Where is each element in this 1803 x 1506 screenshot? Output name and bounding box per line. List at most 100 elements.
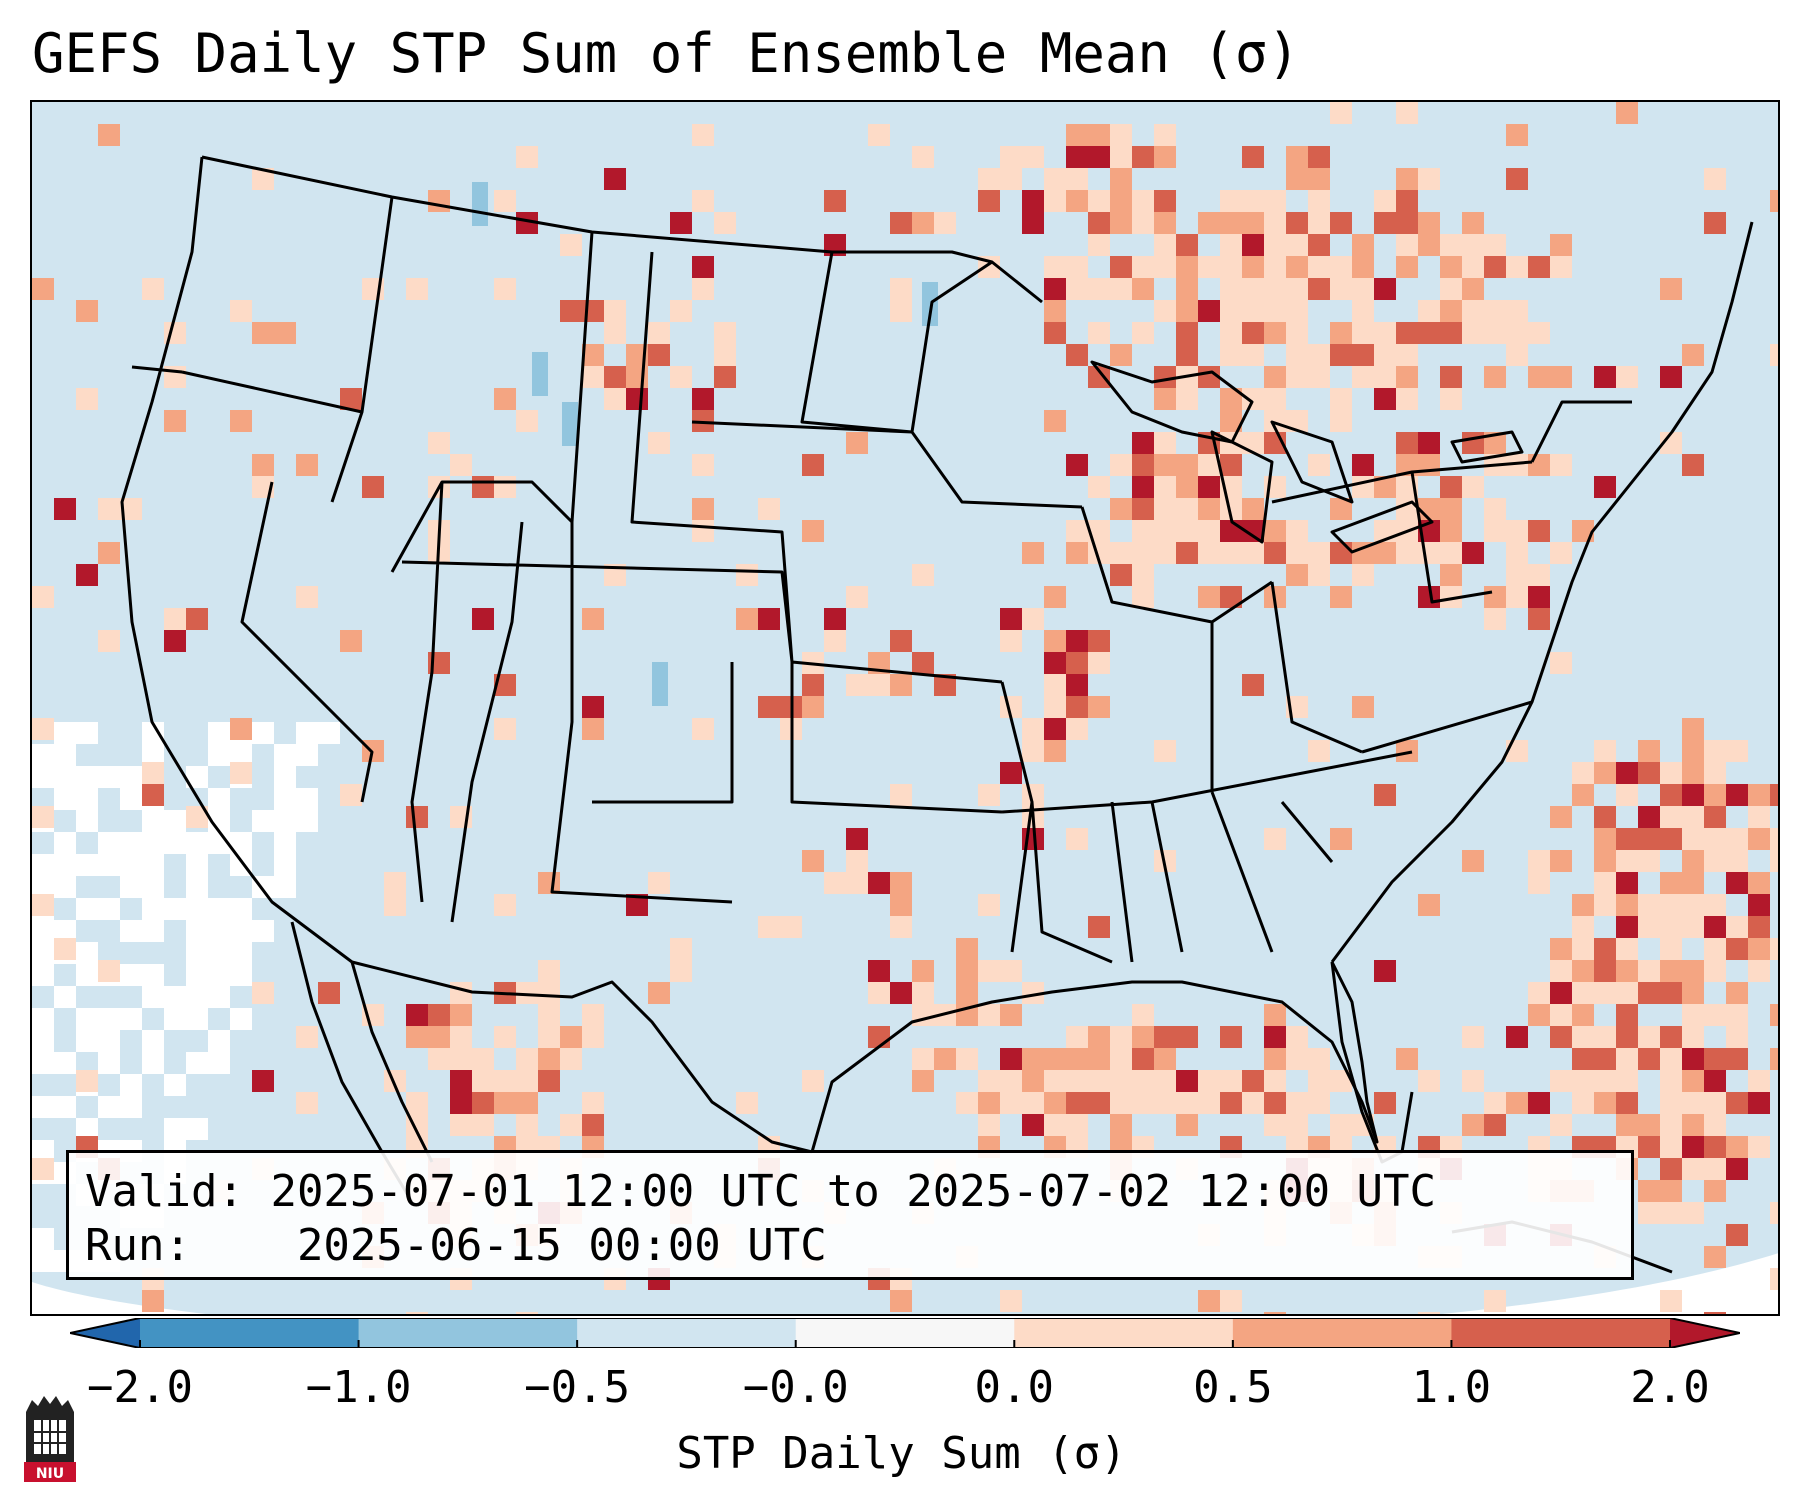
anomaly-cell <box>1088 212 1110 234</box>
anomaly-cell <box>1528 520 1550 542</box>
anomaly-cell <box>1704 1180 1726 1202</box>
anomaly-cell <box>1242 212 1264 234</box>
neutral-cell <box>32 854 54 876</box>
neutral-cell <box>142 832 164 854</box>
anomaly-cell <box>1220 1070 1242 1092</box>
anomaly-cell <box>1374 190 1396 212</box>
anomaly-cell <box>912 652 934 674</box>
neutral-cell <box>230 942 252 964</box>
anomaly-cell <box>1572 982 1594 1004</box>
neutral-cell <box>32 1030 54 1052</box>
neutral-cell <box>274 788 296 810</box>
anomaly-cell <box>1264 1312 1286 1314</box>
anomaly-cell <box>1660 1180 1682 1202</box>
great-lakes <box>1090 360 1524 554</box>
neutral-cell <box>54 766 76 788</box>
anomaly-cell <box>670 212 692 234</box>
anomaly-cell <box>1330 278 1352 300</box>
anomaly-cell <box>1242 300 1264 322</box>
anomaly-cell <box>978 1070 1000 1092</box>
anomaly-cell <box>1638 916 1660 938</box>
neutral-cell <box>54 920 76 942</box>
anomaly-cell <box>670 300 692 322</box>
stp-anomaly-cells <box>32 102 1778 1314</box>
neutral-cell <box>76 964 98 986</box>
anomaly-cell <box>1286 256 1308 278</box>
anomaly-cell <box>1440 366 1462 388</box>
anomaly-cell <box>1418 322 1440 344</box>
anomaly-cell <box>1550 542 1572 564</box>
anomaly-cell <box>692 124 714 146</box>
anomaly-cell <box>1704 1246 1726 1268</box>
neutral-cell <box>186 986 208 1008</box>
anomaly-cell <box>1638 960 1660 982</box>
anomaly-cell <box>1132 190 1154 212</box>
anomaly-cell <box>1594 1026 1616 1048</box>
negative-anomaly-cell <box>562 402 578 446</box>
anomaly-cell <box>1682 1158 1704 1180</box>
anomaly-cell <box>450 982 472 1004</box>
anomaly-cell <box>1176 1114 1198 1136</box>
anomaly-cell <box>406 278 428 300</box>
anomaly-cell <box>1572 1026 1594 1048</box>
anomaly-cell <box>890 916 912 938</box>
anomaly-cell <box>1660 982 1682 1004</box>
neutral-cell <box>186 920 208 942</box>
anomaly-cell <box>1220 300 1242 322</box>
anomaly-cell <box>406 1092 428 1114</box>
neutral-cell <box>32 964 54 986</box>
negative-anomaly-cell <box>652 662 668 706</box>
anomaly-cell <box>76 300 98 322</box>
anomaly-cell <box>692 520 714 542</box>
anomaly-cell <box>1132 1026 1154 1048</box>
neutral-cell <box>274 744 296 766</box>
anomaly-cell <box>1484 520 1506 542</box>
neutral-cell <box>208 788 230 810</box>
anomaly-cell <box>1110 168 1132 190</box>
anomaly-cell <box>1704 850 1726 872</box>
anomaly-cell <box>1748 1136 1770 1158</box>
anomaly-cell <box>1704 740 1726 762</box>
anomaly-cell <box>1726 828 1748 850</box>
anomaly-cell <box>1308 454 1330 476</box>
anomaly-cell <box>1660 366 1682 388</box>
anomaly-cell <box>1022 212 1044 234</box>
anomaly-cell <box>1550 1026 1572 1048</box>
anomaly-cell <box>362 476 384 498</box>
anomaly-cell <box>516 982 538 1004</box>
anomaly-cell <box>1176 388 1198 410</box>
run-label: Run: <box>85 1220 191 1271</box>
anomaly-cell <box>1396 190 1418 212</box>
anomaly-cell <box>1000 1070 1022 1092</box>
anomaly-cell <box>1660 916 1682 938</box>
anomaly-cell <box>1726 1224 1748 1246</box>
anomaly-cell <box>1330 828 1352 850</box>
anomaly-cell <box>1286 1114 1308 1136</box>
anomaly-cell <box>1616 102 1638 124</box>
neutral-cell <box>76 1118 98 1140</box>
anomaly-cell <box>1704 1312 1726 1314</box>
anomaly-cell <box>230 718 252 740</box>
neutral-cell <box>296 722 318 744</box>
anomaly-cell <box>1462 1114 1484 1136</box>
anomaly-cell <box>1506 1026 1528 1048</box>
anomaly-cell <box>1484 432 1506 454</box>
anomaly-cell <box>1550 1070 1572 1092</box>
anomaly-cell <box>1770 344 1778 366</box>
anomaly-cell <box>1462 300 1484 322</box>
neutral-cell <box>120 876 142 898</box>
anomaly-cell <box>1110 564 1132 586</box>
anomaly-cell <box>1594 366 1616 388</box>
anomaly-cell <box>1110 190 1132 212</box>
neutral-cell <box>142 854 164 876</box>
neutral-cell <box>32 1052 54 1074</box>
anomaly-cell <box>1594 872 1616 894</box>
anomaly-cell <box>1682 806 1704 828</box>
anomaly-cell <box>1418 542 1440 564</box>
anomaly-cell <box>1528 454 1550 476</box>
anomaly-cell <box>1440 234 1462 256</box>
anomaly-cell <box>1286 234 1308 256</box>
anomaly-cell <box>890 674 912 696</box>
anomaly-cell <box>1066 190 1088 212</box>
anomaly-cell <box>1352 256 1374 278</box>
